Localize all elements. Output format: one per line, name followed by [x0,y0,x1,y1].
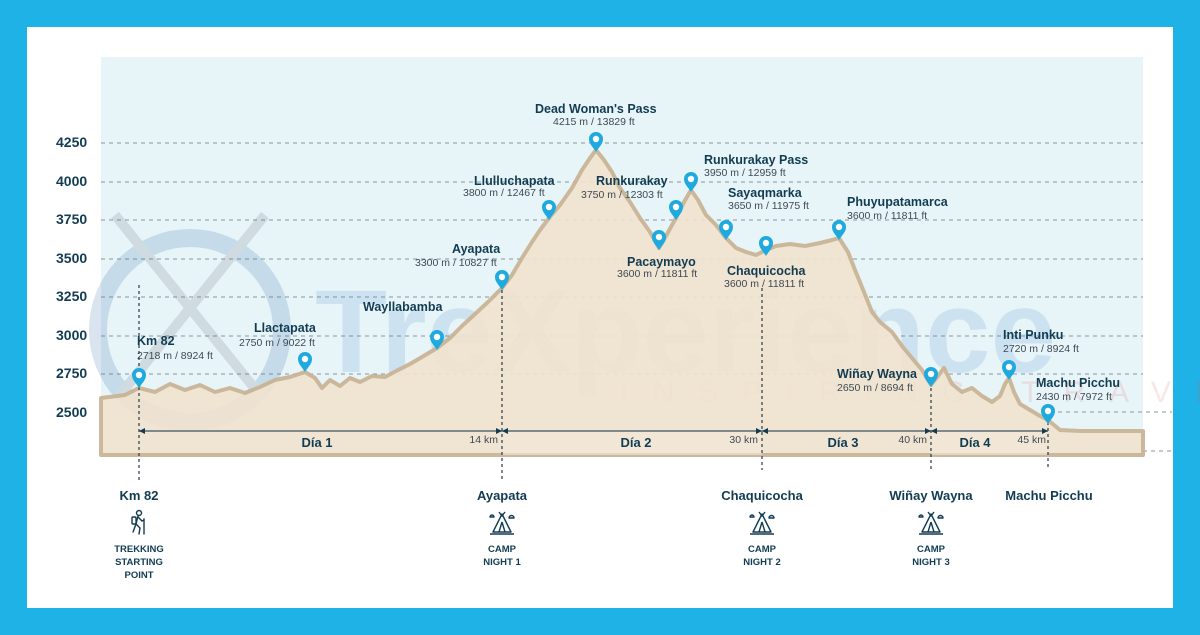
stop-name: Machu Picchu [1005,488,1093,503]
y-tick-2500: 2500 [56,404,88,420]
y-tick-4000: 4000 [56,173,88,189]
elev-winay-wayna: 2650 m / 8694 ft [837,382,913,394]
tent-icon [918,511,944,535]
elev-chaquicocha: 3600 m / 11811 ft [724,278,805,290]
label-wayllabamba: Wayllabamba [363,300,443,314]
label-phuyupatamarca: Phuyupatamarca [847,195,948,209]
distance-arrows [139,428,1048,434]
elev-machu-picchu: 2430 m / 7972 ft [1036,391,1112,403]
hiker-icon [131,509,145,535]
stop-name: Ayapata [476,488,528,503]
label-pacaymayo: Pacaymayo [627,255,696,269]
label-chaquicocha: Chaquicocha [727,264,806,278]
label-inti-punku: Inti Punku [1003,328,1064,342]
stop-ayapata: Ayapata CAMP NIGHT 1 [432,488,572,569]
day-2-label: Día 2 [620,435,652,450]
elev-sayaqmarka: 3650 m / 11975 ft [728,200,809,212]
elev-runkurakay: 3750 m / 12303 ft [581,189,663,201]
elev-dead-womans-pass: 4215 m / 13829 ft [553,116,635,128]
stop-machu-picchu: Machu Picchu [979,488,1119,503]
elev-runkurakay-pass: 3950 m / 12959 ft [704,167,786,179]
stop-name: Km 82 [119,488,159,503]
elev-phuyupatamarca: 3600 m / 11811 ft [847,210,928,222]
elev-pacaymayo: 3600 m / 11811 ft [617,268,698,280]
y-tick-2750: 2750 [56,365,88,381]
elev-llulluchapata: 3800 m / 12467 ft [463,187,545,199]
km-45-label: 45 km [1017,434,1046,446]
day-4-band [931,431,1048,455]
label-sayaqmarka: Sayaqmarka [728,186,802,200]
elev-inti-punku: 2720 m / 8924 ft [1003,343,1079,355]
stop-note-line: CAMP [917,544,945,555]
label-ayapata: Ayapata [452,242,501,256]
label-runkurakay: Runkurakay [596,174,668,188]
tent-icon [749,511,775,535]
stop-note-line: NIGHT 2 [743,557,781,568]
day-2-band [502,431,762,455]
terrain-area [99,148,1145,457]
elev-llactapata: 2750 m / 9022 ft [239,337,315,349]
stop-km82: Km 82 TREKKING STARTING POINT [69,488,209,582]
y-tick-3000: 3000 [56,327,88,343]
stop-note-line: NIGHT 3 [912,557,950,568]
stop-note-line: TREKKING [114,544,164,555]
label-km82: Km 82 [137,334,175,348]
stop-note-line: POINT [124,570,154,581]
day-4-label: Día 4 [959,435,991,450]
stop-chaquicocha: Chaquicocha CAMP NIGHT 2 [692,488,832,569]
elev-km82: 2718 m / 8924 ft [137,350,213,362]
stop-name: Chaquicocha [721,488,803,503]
tent-icon [489,511,515,535]
label-dead-womans-pass: Dead Woman's Pass [535,102,657,116]
y-tick-3750: 3750 [56,211,88,227]
label-winay-wayna: Wiñay Wayna [837,367,917,381]
y-tick-3500: 3500 [56,250,88,266]
km-40-label: 40 km [898,434,927,446]
label-llactapata: Llactapata [254,321,316,335]
y-tick-4250: 4250 [56,134,88,150]
stop-note-line: CAMP [748,544,776,555]
y-tick-3250: 3250 [56,288,88,304]
label-machu-picchu: Machu Picchu [1036,376,1121,390]
day-3-label: Día 3 [827,435,859,450]
stop-note-line: STARTING [115,557,163,568]
elev-ayapata: 3300 m / 10827 ft [415,257,497,269]
label-llulluchapata: Llulluchapata [474,174,555,188]
label-runkurakay-pass: Runkurakay Pass [704,153,809,167]
stop-note-line: NIGHT 1 [483,557,521,568]
stop-name: Wiñay Wayna [889,488,973,503]
stop-note-line: CAMP [488,544,516,555]
stop-winay-wayna: Wiñay Wayna CAMP NIGHT 3 [861,488,1001,569]
day-1-label: Día 1 [301,435,333,450]
km-30-label: 30 km [729,434,758,446]
km-14-label: 14 km [469,434,498,446]
